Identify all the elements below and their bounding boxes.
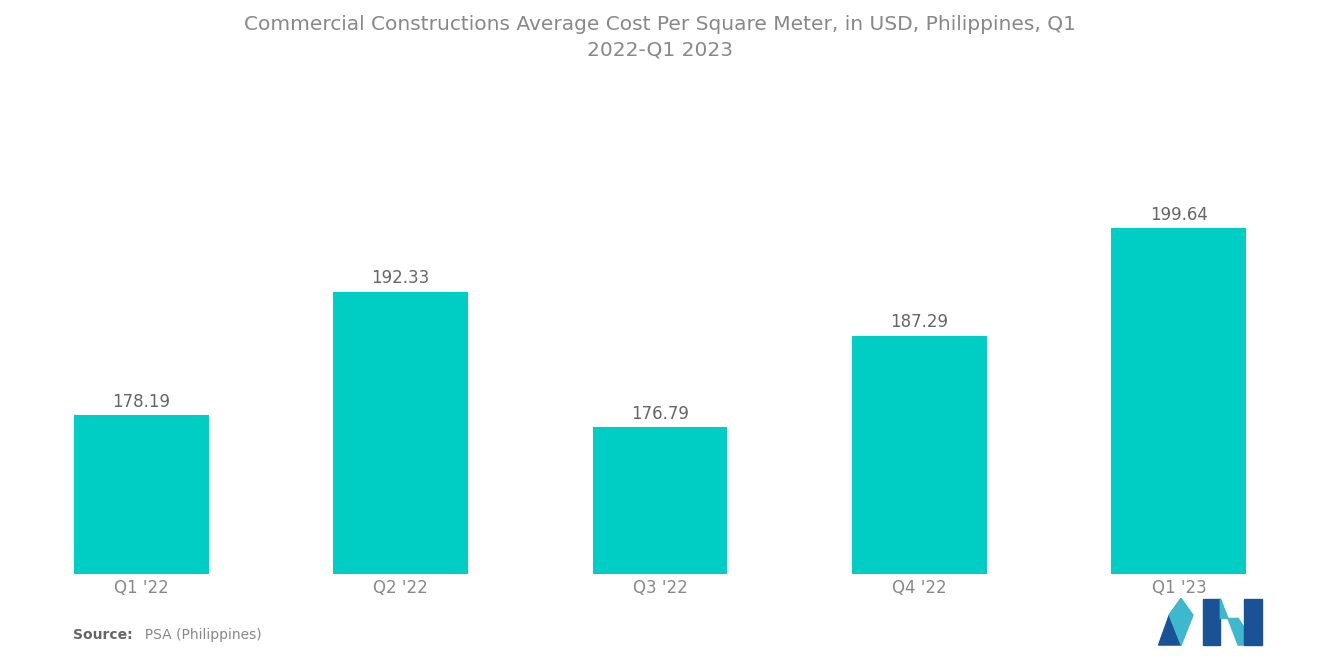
Bar [74,415,209,665]
Text: 192.33: 192.33 [371,269,430,287]
Title: Commercial Constructions Average Cost Per Square Meter, in USD, Philippines, Q1
: Commercial Constructions Average Cost Pe… [244,15,1076,59]
Bar [1111,228,1246,665]
Polygon shape [1243,598,1262,645]
Text: 199.64: 199.64 [1150,205,1208,223]
Text: Source:: Source: [73,628,132,642]
Polygon shape [1220,598,1257,645]
Text: 178.19: 178.19 [112,393,170,411]
Text: 187.29: 187.29 [891,313,949,331]
Polygon shape [1170,598,1193,645]
Bar [851,336,987,665]
Bar [333,292,469,665]
Polygon shape [1159,598,1181,645]
Text: 176.79: 176.79 [631,405,689,423]
Polygon shape [1203,598,1220,645]
Text: PSA (Philippines): PSA (Philippines) [136,628,261,642]
Bar [593,428,727,665]
